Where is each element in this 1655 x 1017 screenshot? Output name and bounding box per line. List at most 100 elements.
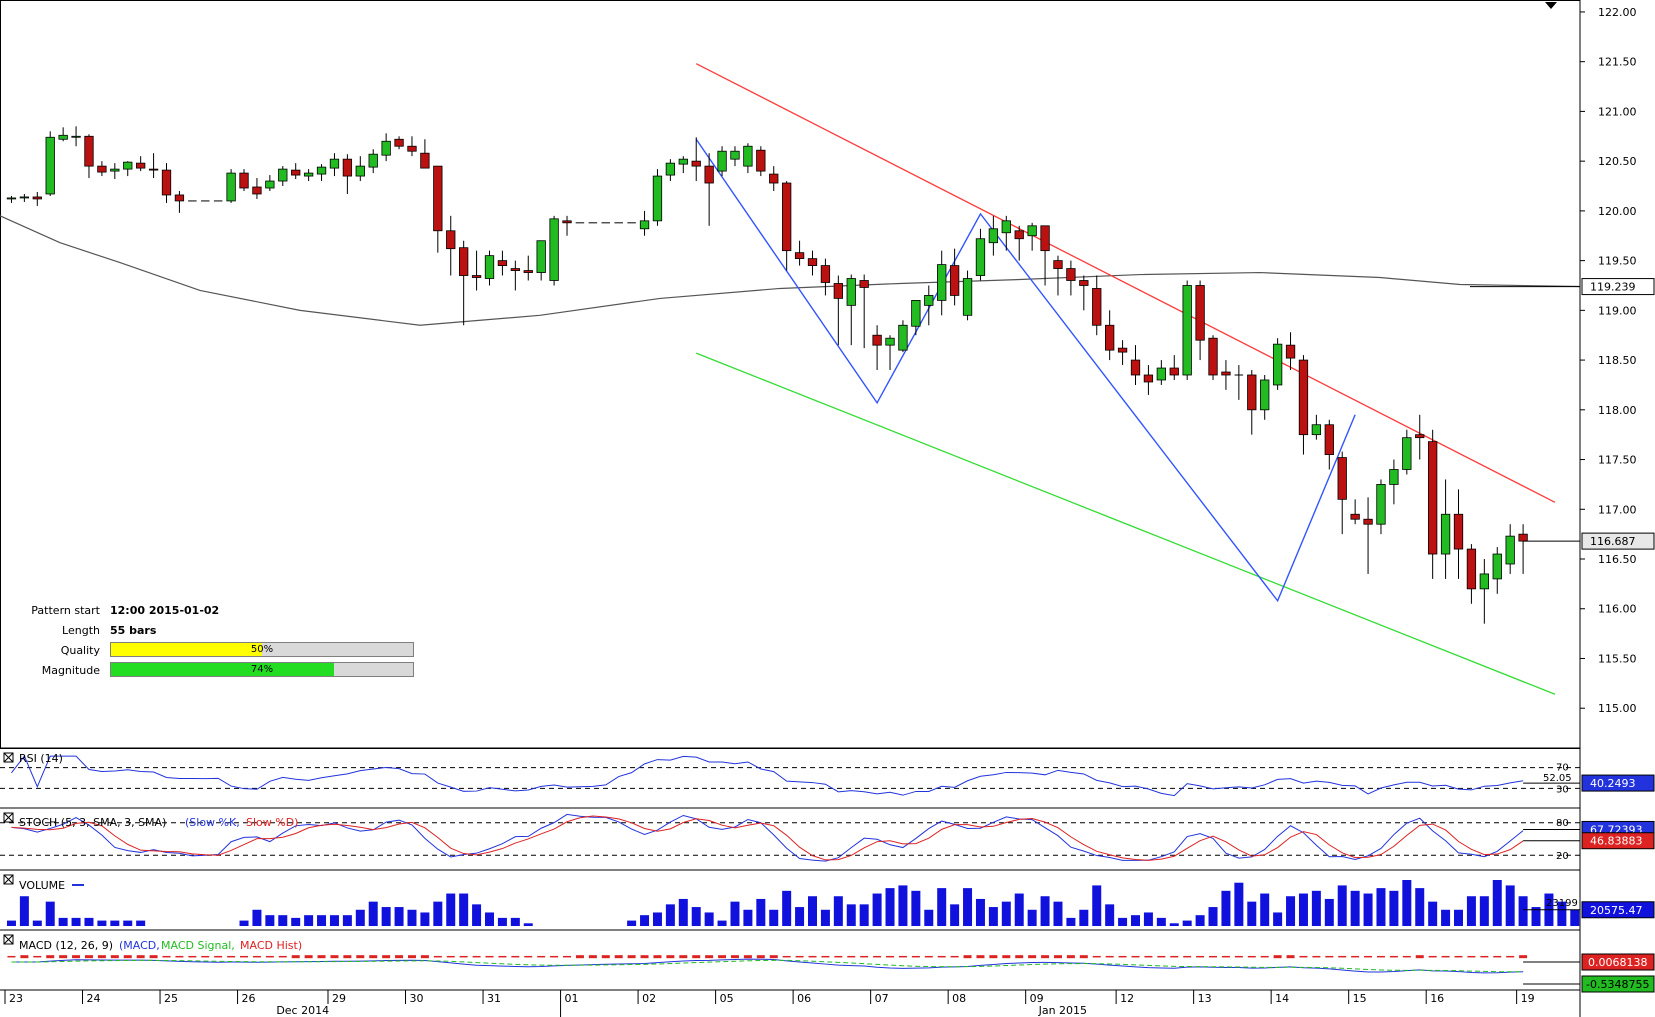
volume-bar	[329, 915, 339, 926]
volume-bar	[627, 920, 637, 926]
rsi-axis-mid: 52.05	[1543, 773, 1572, 784]
volume-bar	[924, 909, 934, 926]
volume-bar	[1479, 896, 1489, 926]
quality-bar: 50%	[110, 642, 414, 657]
volume-bar	[704, 912, 714, 926]
volume-bar	[846, 904, 856, 926]
stoch-d-value: 46.83883	[1590, 835, 1643, 848]
volume-bar	[433, 901, 443, 926]
volume-bar	[1040, 896, 1050, 926]
candle	[1208, 335, 1218, 380]
candle	[407, 136, 417, 157]
candle	[110, 163, 120, 180]
candle	[962, 270, 973, 321]
volume-bar	[898, 885, 908, 926]
candle	[1479, 559, 1489, 624]
candle-body	[1066, 268, 1076, 281]
candle-body	[45, 136, 55, 195]
volume-bar	[394, 907, 404, 926]
ma-level-label: 119.239	[1590, 281, 1636, 294]
candle-body	[807, 258, 818, 266]
length-label: Length	[62, 624, 100, 637]
candle	[730, 146, 740, 167]
time-tick-label: 01	[565, 992, 579, 1005]
candle	[1014, 225, 1024, 261]
candle	[252, 178, 262, 199]
time-tick-label: 26	[242, 992, 256, 1005]
volume-bar	[1208, 907, 1218, 926]
candle-body	[717, 150, 727, 172]
candle-body	[924, 295, 934, 306]
candle-body	[523, 270, 533, 273]
candle-body	[1195, 285, 1205, 341]
volume-value: 20575.47	[1590, 904, 1643, 917]
candle-body	[252, 186, 262, 195]
candle-body	[1337, 457, 1347, 500]
candle	[381, 133, 391, 162]
volume-bar	[1260, 893, 1270, 926]
quality-bar-fill	[111, 643, 262, 656]
volume-bar	[820, 909, 830, 926]
volume-bar	[756, 898, 766, 926]
magnitude-bar-fill	[111, 663, 335, 676]
candle	[1324, 419, 1334, 470]
price-tick-label: 117.00	[1598, 503, 1637, 516]
time-tick-label: 31	[487, 992, 501, 1005]
candle	[782, 181, 792, 271]
candle-body	[962, 278, 973, 316]
candle-body	[123, 161, 133, 170]
candle-body	[459, 247, 469, 276]
candle	[756, 146, 766, 177]
candle-body	[71, 135, 81, 138]
macd-value-box	[1581, 953, 1655, 971]
volume-bar	[239, 920, 249, 926]
volume-bar	[1324, 898, 1334, 926]
macd-value-2: -0.5348755	[1586, 978, 1649, 991]
candle	[1027, 222, 1037, 251]
time-tick-label: 19	[1521, 992, 1535, 1005]
candle	[278, 166, 288, 187]
candle	[1040, 225, 1050, 286]
volume-bar	[278, 915, 288, 926]
candle	[1001, 215, 1011, 251]
volume-bar	[84, 917, 94, 926]
candle	[911, 299, 921, 336]
moving-average-line	[0, 215, 1581, 326]
candle-body	[756, 149, 766, 172]
candle	[510, 260, 520, 291]
magnitude-value: 74%	[250, 664, 274, 675]
volume-bar	[497, 917, 507, 926]
volume-bar	[911, 890, 921, 926]
volume-bar	[652, 912, 662, 926]
candle-body	[1169, 367, 1179, 376]
volume-bar	[523, 923, 533, 926]
volume-bar	[1441, 909, 1451, 926]
candle	[433, 165, 443, 253]
candle-body	[1182, 285, 1192, 376]
candle-body	[782, 182, 792, 252]
price-tick-label: 120.50	[1598, 155, 1637, 168]
candle-body	[678, 158, 688, 165]
candle	[1234, 365, 1244, 400]
candle	[1350, 499, 1360, 525]
volume-bar	[678, 898, 688, 926]
candle-body	[1247, 374, 1257, 411]
volume-bar	[1105, 904, 1115, 926]
stoch-axis-80: 80	[1556, 818, 1569, 829]
volume-bar	[1001, 901, 1011, 926]
candle	[1492, 547, 1502, 594]
candle	[1363, 497, 1373, 574]
candle-body	[342, 158, 353, 177]
candle	[1156, 360, 1166, 385]
volume-bar	[988, 907, 998, 926]
candle-body	[1260, 379, 1270, 411]
candle	[291, 163, 301, 180]
magnitude-label: Magnitude	[41, 664, 100, 677]
zigzag-pattern-line	[695, 138, 1356, 603]
volume-bar	[1311, 890, 1321, 926]
candle	[859, 274, 869, 349]
last-price-box	[1581, 532, 1655, 550]
candle	[1053, 255, 1063, 296]
candle-body	[161, 169, 172, 196]
stoch-d-line	[11, 815, 1524, 861]
